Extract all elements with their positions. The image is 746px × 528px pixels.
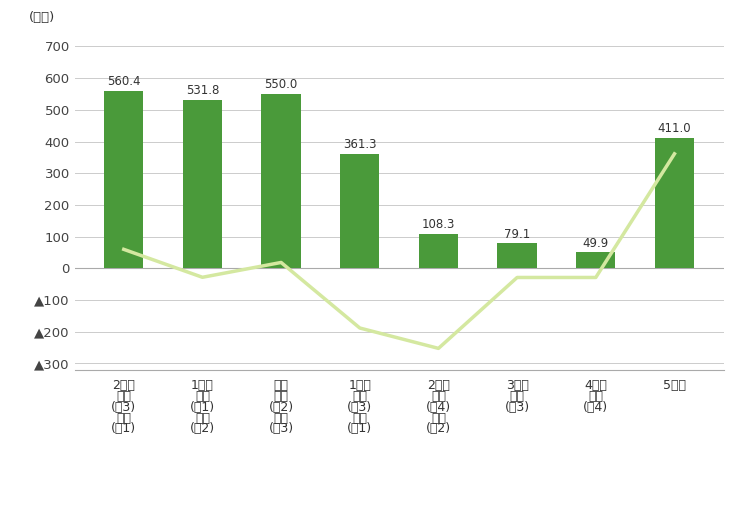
Bar	[576, 252, 615, 268]
Text: 560.4: 560.4	[107, 75, 140, 88]
Bar	[104, 91, 143, 268]
Bar	[419, 234, 458, 268]
Text: (大1): (大1)	[190, 401, 215, 413]
Text: 長男: 長男	[510, 390, 524, 403]
Text: (大3): (大3)	[347, 401, 372, 413]
Text: (大3): (大3)	[504, 401, 530, 413]
Text: 2年後: 2年後	[427, 379, 450, 392]
Text: 長女: 長女	[352, 390, 367, 403]
Text: 5年後: 5年後	[663, 379, 686, 392]
Text: 108.3: 108.3	[421, 219, 455, 231]
Text: (高3): (高3)	[111, 401, 137, 413]
Text: 79.1: 79.1	[504, 228, 530, 241]
Bar	[655, 138, 694, 268]
Text: 49.9: 49.9	[583, 237, 609, 250]
Text: 長女: 長女	[195, 390, 210, 403]
Text: 長男: 長男	[352, 412, 367, 425]
Text: 長女: 長女	[116, 390, 131, 403]
Text: 長男: 長男	[431, 412, 446, 425]
Text: (高3): (高3)	[269, 422, 294, 435]
Text: (高2): (高2)	[190, 422, 215, 435]
Text: 長男: 長男	[274, 412, 289, 425]
Text: 411.0: 411.0	[658, 122, 692, 136]
Text: 現在: 現在	[274, 379, 289, 392]
Text: 3年後: 3年後	[506, 379, 529, 392]
Text: (大4): (大4)	[426, 401, 451, 413]
Text: (大1): (大1)	[347, 422, 372, 435]
Text: 長女: 長女	[431, 390, 446, 403]
Text: 550.0: 550.0	[265, 79, 298, 91]
Text: 2年前: 2年前	[113, 379, 135, 392]
Text: (高1): (高1)	[111, 422, 137, 435]
Text: (万円): (万円)	[29, 11, 55, 24]
Text: (大2): (大2)	[269, 401, 294, 413]
Text: 長男: 長男	[116, 412, 131, 425]
Text: 長女: 長女	[274, 390, 289, 403]
Text: 長男: 長男	[195, 412, 210, 425]
Text: (大2): (大2)	[426, 422, 451, 435]
Bar	[261, 94, 301, 268]
Bar	[183, 100, 222, 268]
Bar	[498, 243, 537, 268]
Text: 1年前: 1年前	[191, 379, 214, 392]
Bar	[340, 154, 380, 268]
Text: (大4): (大4)	[583, 401, 608, 413]
Text: 531.8: 531.8	[186, 84, 219, 97]
Text: 361.3: 361.3	[343, 138, 377, 151]
Text: 1年後: 1年後	[348, 379, 372, 392]
Text: 長男: 長男	[589, 390, 604, 403]
Text: 4年後: 4年後	[584, 379, 607, 392]
